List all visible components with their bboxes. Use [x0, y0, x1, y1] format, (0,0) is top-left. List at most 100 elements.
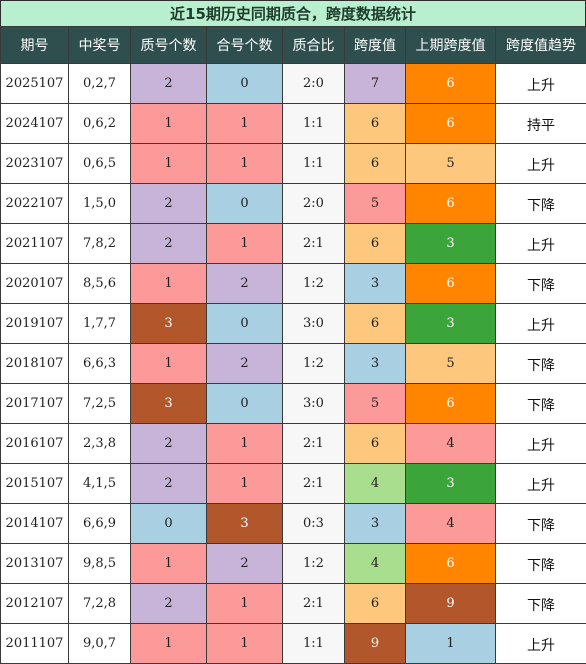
span-cell: 3	[345, 344, 406, 384]
trend-cell: 上升	[496, 464, 586, 504]
period-cell: 2020107	[1, 264, 69, 304]
ratio-cell: 1:2	[283, 344, 345, 384]
stats-page: 近15期历史同期质合，跨度数据统计 期号 中奖号 质号个数 合号个数 质合比 跨…	[0, 0, 586, 619]
trend-cell: 上升	[496, 224, 586, 264]
prev-span-cell: 6	[406, 384, 496, 424]
header-prev-span: 上期跨度值	[406, 27, 496, 64]
prime-count-cell: 0	[131, 504, 207, 544]
ratio-cell: 3:0	[283, 304, 345, 344]
numbers-cell: 6,6,9	[69, 504, 131, 544]
prev-span-cell: 9	[406, 584, 496, 624]
span-cell: 3	[345, 264, 406, 304]
composite-count-cell: 2	[207, 344, 283, 384]
header-span: 跨度值	[345, 27, 406, 64]
stats-table: 期号 中奖号 质号个数 合号个数 质合比 跨度值 上期跨度值 跨度值趋势 202…	[0, 26, 586, 664]
composite-count-cell: 1	[207, 104, 283, 144]
period-cell: 2014107	[1, 504, 69, 544]
trend-cell: 上升	[496, 304, 586, 344]
trend-cell: 上升	[496, 424, 586, 464]
table-title: 近15期历史同期质合，跨度数据统计	[0, 0, 586, 28]
prev-span-cell: 6	[406, 104, 496, 144]
span-cell: 3	[345, 504, 406, 544]
numbers-cell: 0,2,7	[69, 64, 131, 104]
ratio-cell: 2:1	[283, 224, 345, 264]
prime-count-cell: 1	[131, 344, 207, 384]
prev-span-cell: 1	[406, 624, 496, 664]
prev-span-cell: 4	[406, 424, 496, 464]
period-cell: 2012107	[1, 584, 69, 624]
prime-count-cell: 3	[131, 304, 207, 344]
trend-cell: 下降	[496, 264, 586, 304]
header-trend: 跨度值趋势	[496, 27, 586, 64]
header-period: 期号	[1, 27, 69, 64]
period-cell: 2024107	[1, 104, 69, 144]
span-cell: 5	[345, 184, 406, 224]
header-ratio: 质合比	[283, 27, 345, 64]
numbers-cell: 0,6,5	[69, 144, 131, 184]
numbers-cell: 9,8,5	[69, 544, 131, 584]
prime-count-cell: 2	[131, 424, 207, 464]
period-cell: 2021107	[1, 224, 69, 264]
ratio-cell: 2:0	[283, 184, 345, 224]
prime-count-cell: 2	[131, 64, 207, 104]
trend-cell: 上升	[496, 144, 586, 184]
numbers-cell: 7,2,8	[69, 584, 131, 624]
prev-span-cell: 5	[406, 144, 496, 184]
ratio-cell: 2:0	[283, 64, 345, 104]
prev-span-cell: 6	[406, 184, 496, 224]
prime-count-cell: 1	[131, 544, 207, 584]
composite-count-cell: 3	[207, 504, 283, 544]
composite-count-cell: 1	[207, 584, 283, 624]
numbers-cell: 2,3,8	[69, 424, 131, 464]
trend-cell: 下降	[496, 384, 586, 424]
numbers-cell: 1,7,7	[69, 304, 131, 344]
period-cell: 2016107	[1, 424, 69, 464]
prev-span-cell: 5	[406, 344, 496, 384]
period-cell: 2015107	[1, 464, 69, 504]
prime-count-cell: 3	[131, 384, 207, 424]
header-numbers: 中奖号	[69, 27, 131, 64]
span-cell: 6	[345, 584, 406, 624]
prime-count-cell: 1	[131, 144, 207, 184]
span-cell: 7	[345, 64, 406, 104]
composite-count-cell: 0	[207, 384, 283, 424]
trend-cell: 上升	[496, 624, 586, 664]
prev-span-cell: 3	[406, 304, 496, 344]
header-row: 期号 中奖号 质号个数 合号个数 质合比 跨度值 上期跨度值 跨度值趋势	[1, 27, 586, 64]
trend-cell: 下降	[496, 184, 586, 224]
period-cell: 2022107	[1, 184, 69, 224]
numbers-cell: 6,6,3	[69, 344, 131, 384]
ratio-cell: 2:1	[283, 584, 345, 624]
numbers-cell: 1,5,0	[69, 184, 131, 224]
period-cell: 2025107	[1, 64, 69, 104]
trend-cell: 下降	[496, 504, 586, 544]
composite-count-cell: 0	[207, 304, 283, 344]
prev-span-cell: 6	[406, 64, 496, 104]
prime-count-cell: 2	[131, 584, 207, 624]
span-cell: 5	[345, 384, 406, 424]
period-cell: 2017107	[1, 384, 69, 424]
span-cell: 6	[345, 104, 406, 144]
period-cell: 2018107	[1, 344, 69, 384]
ratio-cell: 2:1	[283, 424, 345, 464]
prime-count-cell: 2	[131, 224, 207, 264]
ratio-cell: 3:0	[283, 384, 345, 424]
ratio-cell: 1:1	[283, 104, 345, 144]
numbers-cell: 7,8,2	[69, 224, 131, 264]
prev-span-cell: 4	[406, 504, 496, 544]
ratio-cell: 1:1	[283, 144, 345, 184]
composite-count-cell: 1	[207, 424, 283, 464]
prime-count-cell: 1	[131, 264, 207, 304]
composite-count-cell: 2	[207, 544, 283, 584]
